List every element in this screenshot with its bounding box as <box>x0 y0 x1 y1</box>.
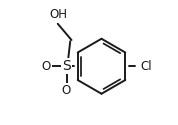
Text: OH: OH <box>49 8 67 22</box>
Text: S: S <box>62 59 71 73</box>
Text: Cl: Cl <box>140 60 152 73</box>
Text: O: O <box>42 60 51 73</box>
Text: O: O <box>62 84 71 96</box>
